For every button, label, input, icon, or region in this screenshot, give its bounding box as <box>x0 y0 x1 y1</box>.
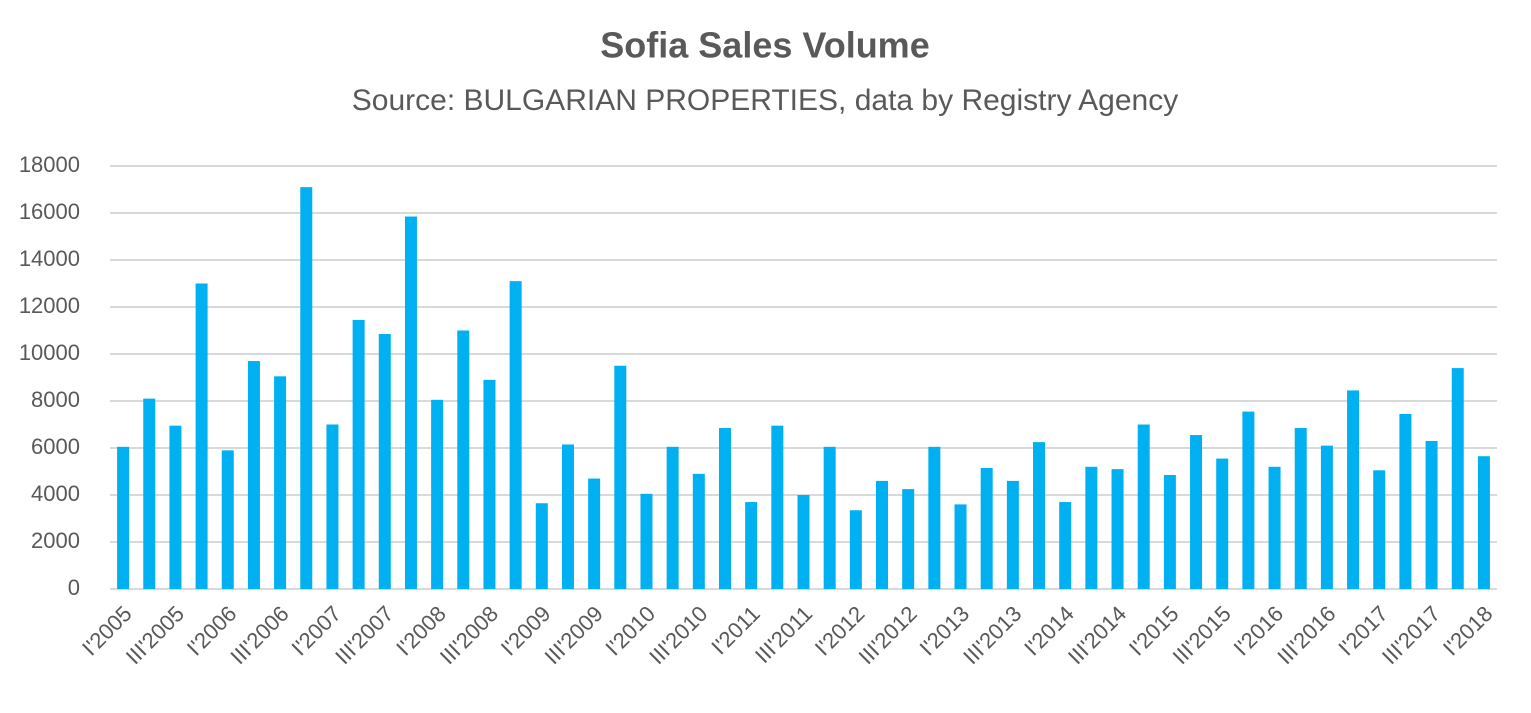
y-tick-label: 6000 <box>31 434 80 459</box>
y-tick-label: 4000 <box>31 481 80 506</box>
bar <box>1190 435 1203 589</box>
y-tick-label: 18000 <box>19 152 80 177</box>
bar <box>247 361 260 589</box>
bar <box>1451 368 1464 589</box>
bar <box>718 428 731 589</box>
x-tick-label: III'2011 <box>750 601 817 668</box>
bar <box>169 425 182 589</box>
x-tick-label: III'2010 <box>644 601 712 669</box>
bar <box>797 495 810 589</box>
bar <box>876 480 889 589</box>
x-tick-label: III'2012 <box>854 601 922 669</box>
x-tick-label: III'2014 <box>1063 601 1131 669</box>
bar <box>117 446 130 589</box>
bar <box>902 489 915 589</box>
bar <box>457 330 470 589</box>
bar <box>823 446 836 589</box>
bar <box>588 478 601 589</box>
bar <box>1111 469 1124 589</box>
bar <box>1477 456 1490 589</box>
bar <box>1294 428 1307 589</box>
bar <box>378 334 391 589</box>
x-tick-label: III'2013 <box>958 601 1026 669</box>
bar <box>1347 390 1360 589</box>
x-tick-label: III'2006 <box>226 601 294 669</box>
x-tick-label: III'2005 <box>121 601 189 669</box>
x-tick-label: III'2016 <box>1272 601 1340 669</box>
bar <box>1006 480 1019 589</box>
x-tick-label: III'2017 <box>1377 601 1445 669</box>
x-tick-label: III'2007 <box>330 601 398 669</box>
y-tick-label: 0 <box>68 575 80 600</box>
bar <box>1033 442 1046 589</box>
chart-subtitle: Source: BULGARIAN PROPERTIES, data by Re… <box>352 84 1178 117</box>
bar <box>954 504 967 589</box>
bar <box>535 503 548 589</box>
y-tick-label: 12000 <box>19 293 80 318</box>
bar <box>1242 411 1255 589</box>
bar <box>561 444 574 589</box>
chart-title: Sofia Sales Volume <box>600 25 929 66</box>
bar <box>300 187 313 589</box>
x-tick-label: I'2018 <box>1438 601 1498 661</box>
x-tick-label: III'2015 <box>1168 601 1236 669</box>
bar <box>928 446 941 589</box>
y-tick-label: 16000 <box>19 199 80 224</box>
bar <box>745 502 758 589</box>
bar <box>1399 413 1412 589</box>
bar <box>771 425 784 589</box>
x-tick-label: III'2008 <box>435 601 503 669</box>
bar <box>666 446 679 589</box>
bar <box>1425 440 1438 589</box>
bar <box>640 493 653 589</box>
y-tick-label: 2000 <box>31 528 80 553</box>
y-tick-label: 8000 <box>31 387 80 412</box>
bar <box>509 281 522 589</box>
y-tick-label: 10000 <box>19 340 80 365</box>
bar <box>274 376 287 589</box>
bar <box>195 283 208 589</box>
bar <box>326 424 339 589</box>
bar <box>1216 458 1229 589</box>
bar <box>1163 475 1176 589</box>
bar <box>143 398 156 589</box>
bar <box>483 379 496 589</box>
bar <box>849 510 862 589</box>
bar <box>692 473 705 589</box>
bar <box>980 467 993 589</box>
bar <box>352 319 365 589</box>
bar <box>1320 445 1333 589</box>
bar <box>1137 424 1150 589</box>
bar <box>1268 466 1281 589</box>
bar <box>221 450 234 589</box>
x-tick-label: III'2009 <box>540 601 608 669</box>
bar <box>1059 502 1072 589</box>
y-tick-label: 14000 <box>19 246 80 271</box>
bar <box>1373 470 1386 589</box>
bar <box>404 216 417 589</box>
bar <box>1085 466 1098 589</box>
bar <box>431 399 444 589</box>
bar <box>614 365 627 589</box>
